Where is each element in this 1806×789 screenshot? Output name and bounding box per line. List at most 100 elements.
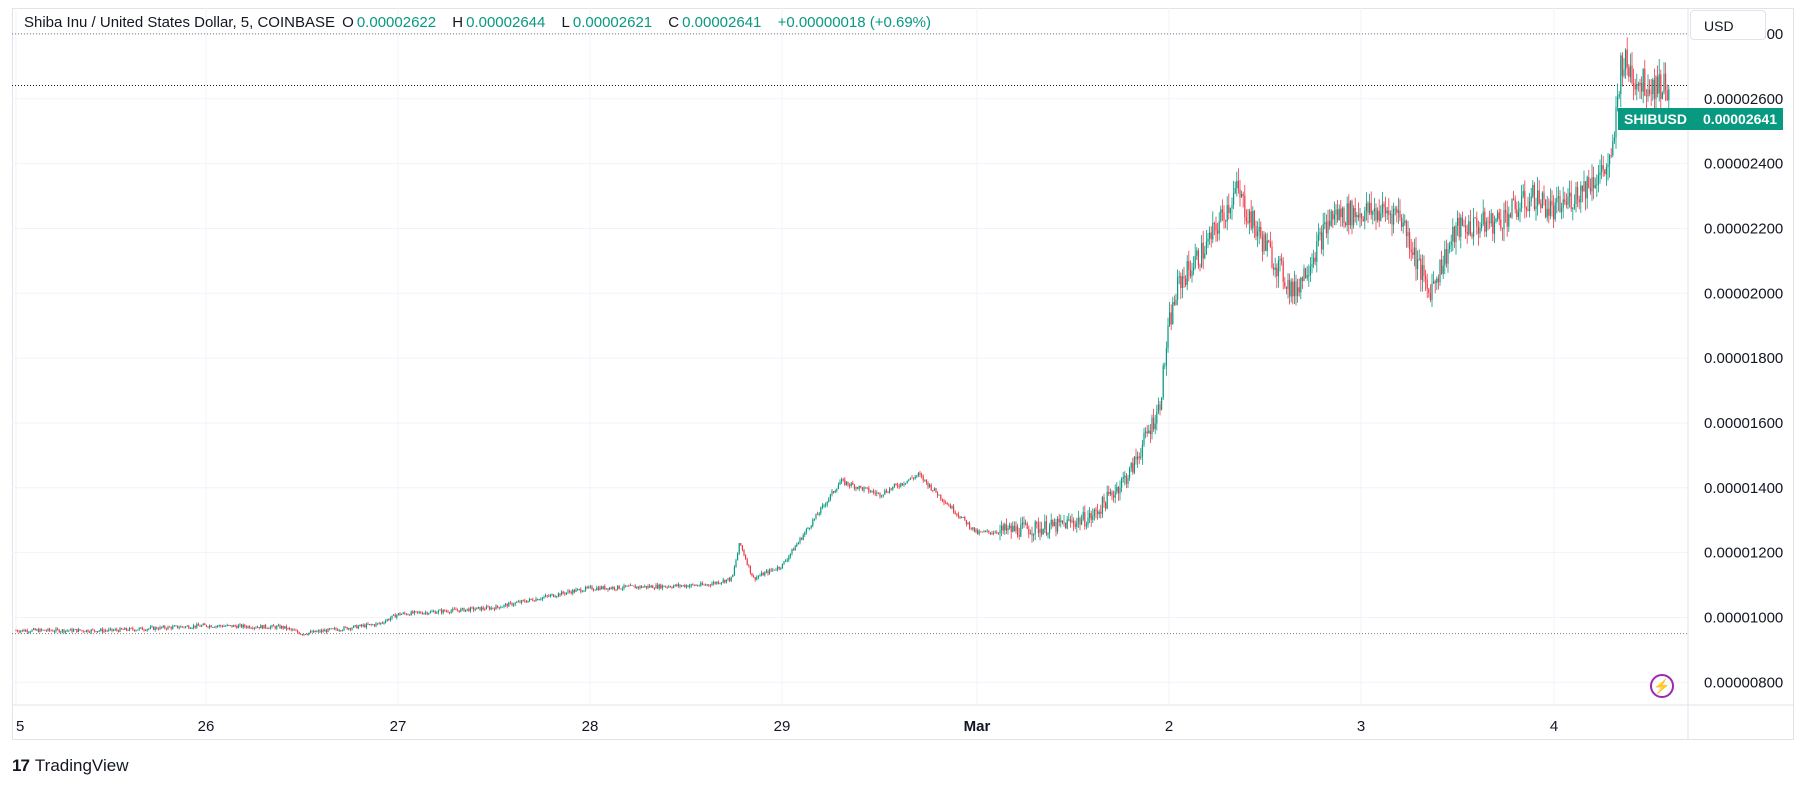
candle-body bbox=[1069, 519, 1071, 522]
candle-body bbox=[420, 612, 422, 614]
candle-body bbox=[1580, 185, 1582, 203]
tradingview-logo[interactable]: 17 TradingView bbox=[12, 756, 128, 776]
candle-body bbox=[220, 625, 222, 627]
candle-body bbox=[1258, 226, 1260, 232]
candle-body bbox=[156, 627, 158, 629]
candle-body bbox=[1169, 312, 1171, 326]
candle-body bbox=[508, 602, 510, 607]
candle-body bbox=[1330, 211, 1332, 226]
candle-body bbox=[1138, 456, 1140, 458]
candle-body bbox=[1521, 196, 1523, 209]
candle-body bbox=[481, 607, 483, 611]
candle-body bbox=[146, 629, 148, 631]
candle-body bbox=[764, 572, 766, 576]
candle-body bbox=[386, 619, 388, 621]
candle-body bbox=[794, 546, 796, 551]
candle-body bbox=[1498, 212, 1500, 220]
candle-body bbox=[1249, 211, 1251, 223]
candle-body bbox=[663, 585, 665, 588]
candle-body bbox=[1613, 137, 1615, 142]
candle-body bbox=[58, 629, 60, 633]
candle-body bbox=[521, 600, 523, 603]
candle-body bbox=[1001, 525, 1003, 531]
candle-body bbox=[941, 499, 943, 501]
candle-body bbox=[1039, 528, 1041, 534]
candle-body bbox=[578, 589, 580, 590]
candle-body bbox=[868, 487, 870, 492]
candle-body bbox=[972, 527, 974, 529]
candle-body bbox=[746, 559, 748, 565]
candle-body bbox=[485, 606, 487, 610]
candle-body bbox=[289, 627, 291, 629]
open-value: 0.00002622 bbox=[356, 14, 437, 31]
candle-body bbox=[1289, 279, 1291, 297]
candle-body bbox=[233, 625, 235, 627]
candle-body bbox=[1428, 288, 1430, 293]
candle-body bbox=[1389, 214, 1391, 215]
candle-body bbox=[461, 608, 463, 609]
candle-body bbox=[236, 626, 238, 629]
candle-body bbox=[1380, 213, 1382, 221]
candle-body bbox=[1525, 207, 1527, 210]
low-key: L bbox=[561, 14, 570, 31]
candle-body bbox=[300, 634, 302, 635]
candle-body bbox=[1466, 232, 1468, 235]
candle-body bbox=[1201, 242, 1203, 267]
candle-body bbox=[487, 606, 489, 608]
candle-body bbox=[874, 492, 876, 494]
candle-body bbox=[1658, 74, 1660, 94]
candle-body bbox=[1661, 92, 1663, 99]
candle-body bbox=[53, 631, 55, 633]
candle-body bbox=[1237, 180, 1239, 189]
candle-body bbox=[661, 585, 663, 589]
candle-body bbox=[769, 569, 771, 574]
candle-body bbox=[1516, 209, 1518, 217]
candle-body bbox=[535, 598, 537, 602]
candle-body bbox=[356, 625, 358, 629]
candle-body bbox=[226, 624, 228, 627]
candle-body bbox=[1365, 203, 1367, 212]
candle-body bbox=[706, 584, 708, 586]
candle-body bbox=[362, 624, 364, 627]
candle-body bbox=[751, 573, 753, 577]
candle-body bbox=[1562, 199, 1564, 208]
y-tick-label: 0.00001400 bbox=[1704, 480, 1783, 497]
candle-body bbox=[1394, 208, 1396, 210]
candle-body bbox=[474, 609, 476, 611]
candle-body bbox=[1143, 432, 1145, 445]
candle-body bbox=[396, 614, 398, 618]
candle-body bbox=[949, 505, 951, 509]
candle-body bbox=[1469, 221, 1471, 235]
candle-body bbox=[1029, 533, 1031, 535]
candle-body bbox=[1333, 214, 1335, 220]
candle-body bbox=[1607, 164, 1609, 167]
candle-body bbox=[1577, 186, 1579, 200]
candle-body bbox=[786, 559, 788, 561]
candle-body bbox=[858, 485, 860, 489]
candle-body bbox=[69, 628, 71, 631]
currency-button[interactable]: USD bbox=[1690, 10, 1766, 40]
candle-body bbox=[807, 528, 809, 530]
candle-body bbox=[1081, 519, 1083, 525]
candle-body bbox=[1354, 207, 1356, 217]
candle-body bbox=[215, 626, 217, 628]
candle-body bbox=[1121, 478, 1123, 488]
y-tick-label: 0.00002600 bbox=[1704, 91, 1783, 108]
y-tick-label: 0.00002200 bbox=[1704, 220, 1783, 237]
lightning-bolt-icon[interactable]: ⚡ bbox=[1650, 674, 1674, 698]
candle-body bbox=[879, 492, 881, 497]
candle-body bbox=[849, 484, 851, 486]
candle-body bbox=[273, 625, 275, 627]
candle-body bbox=[877, 492, 879, 494]
chart-panel[interactable] bbox=[12, 8, 1794, 740]
candle-body bbox=[1356, 214, 1358, 217]
candle-body bbox=[322, 630, 324, 632]
candle-body bbox=[724, 579, 726, 583]
candle-body bbox=[413, 611, 415, 614]
candle-body bbox=[1189, 269, 1191, 277]
candle-body bbox=[1255, 225, 1257, 237]
candle-body bbox=[47, 628, 49, 631]
candle-body bbox=[1292, 281, 1294, 297]
candle-body bbox=[708, 584, 710, 586]
